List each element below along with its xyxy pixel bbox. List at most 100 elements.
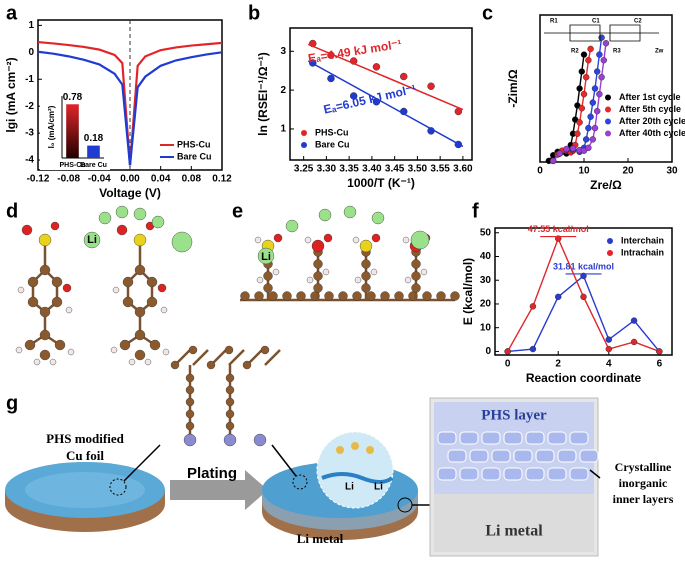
x-tick-label: 0.04 <box>151 174 171 185</box>
bar <box>87 145 100 158</box>
atom <box>225 409 235 419</box>
point <box>598 34 605 41</box>
bond <box>264 349 281 366</box>
y-axis-label: lgi (mA cm⁻²) <box>4 57 18 132</box>
atom <box>282 291 292 301</box>
atom <box>257 247 275 265</box>
atom <box>450 291 460 301</box>
x-tick-label: 0 <box>537 166 543 177</box>
zoom-arrow <box>271 444 297 477</box>
panel-label: c <box>482 2 493 24</box>
x-tick-label: 3.55 <box>430 164 450 175</box>
atom <box>296 291 306 301</box>
legend-swatch <box>605 106 611 113</box>
li-ion <box>336 446 344 454</box>
legend-label: PHS-Cu <box>177 139 211 149</box>
atom <box>15 346 23 354</box>
atom <box>170 360 180 370</box>
atom <box>119 339 131 351</box>
atom <box>185 397 195 407</box>
atom <box>149 339 161 351</box>
point <box>583 136 590 143</box>
atom <box>225 397 235 407</box>
point <box>327 74 335 83</box>
atom <box>313 283 323 293</box>
legend-swatch <box>605 130 611 137</box>
point <box>578 68 585 75</box>
y-tick-label: 30 <box>480 275 492 286</box>
atom-label: Li <box>261 251 271 263</box>
atom <box>322 268 330 276</box>
legend-swatch <box>301 130 307 136</box>
atom <box>313 259 323 269</box>
x-tick-label: 3.30 <box>317 164 337 175</box>
atom <box>225 421 235 431</box>
atom <box>366 291 376 301</box>
atom <box>151 215 165 229</box>
point <box>574 130 581 137</box>
atom <box>410 230 430 250</box>
legend-label: Bare Cu <box>315 139 350 149</box>
circuit-label: C2 <box>634 19 642 25</box>
y-tick-label: -3 <box>25 128 34 139</box>
y-tick-label: 1 <box>280 124 286 135</box>
atom <box>242 360 252 370</box>
y-tick-label: 1 <box>28 20 34 31</box>
li-ion <box>351 442 359 450</box>
point <box>605 336 612 343</box>
atom <box>352 236 360 244</box>
panel-g: PHS modified Cu foil Plating Li Li Li me… <box>5 397 674 557</box>
atom <box>144 358 152 366</box>
atom <box>134 264 146 276</box>
y-tick-label: 3 <box>280 46 286 57</box>
circuit-label: C1 <box>592 19 600 25</box>
atom <box>171 231 193 253</box>
point <box>576 119 583 126</box>
x-tick-label: -0.04 <box>88 174 111 185</box>
atom <box>128 358 136 366</box>
atom-label: Li <box>87 234 97 246</box>
point <box>596 51 603 58</box>
point <box>580 90 588 98</box>
bond <box>192 349 209 366</box>
atom <box>110 346 118 354</box>
bar <box>66 104 79 158</box>
x-axis-label: Voltage (V) <box>99 186 161 200</box>
atom <box>402 236 410 244</box>
crystal <box>579 449 599 463</box>
atom <box>162 348 170 356</box>
x-tick-label: 4 <box>606 359 612 370</box>
foil-label: PHS modified <box>46 431 124 446</box>
legend-label: Intrachain <box>621 247 664 257</box>
atom <box>50 221 60 231</box>
point <box>576 85 583 92</box>
y-tick-label: 40 <box>480 251 492 262</box>
atom <box>38 233 52 247</box>
atom <box>185 373 195 383</box>
point <box>350 92 358 100</box>
y-tick-label: 0 <box>485 346 491 357</box>
point <box>594 107 601 115</box>
li-ion <box>366 446 374 454</box>
box-bottom-label: Li metal <box>485 523 543 540</box>
atom <box>112 286 120 294</box>
atom <box>65 306 73 314</box>
pointer <box>589 469 601 479</box>
point <box>578 105 585 112</box>
y-tick-label: -4 <box>25 155 34 166</box>
x-tick-label: 3.40 <box>362 164 382 175</box>
atom <box>268 291 278 301</box>
atom <box>361 283 371 293</box>
box-top-label: PHS layer <box>481 407 547 423</box>
atom <box>338 291 348 301</box>
x-tick-label: 0.08 <box>182 174 202 185</box>
legend-label: Interchain <box>621 235 664 245</box>
x-tick-label: 3.25 <box>294 164 314 175</box>
atom <box>115 205 129 219</box>
atom <box>306 276 314 284</box>
panel-label: b <box>248 2 260 24</box>
atom <box>62 283 72 293</box>
li-layer <box>434 494 594 552</box>
atom <box>371 211 385 225</box>
point <box>555 293 562 301</box>
